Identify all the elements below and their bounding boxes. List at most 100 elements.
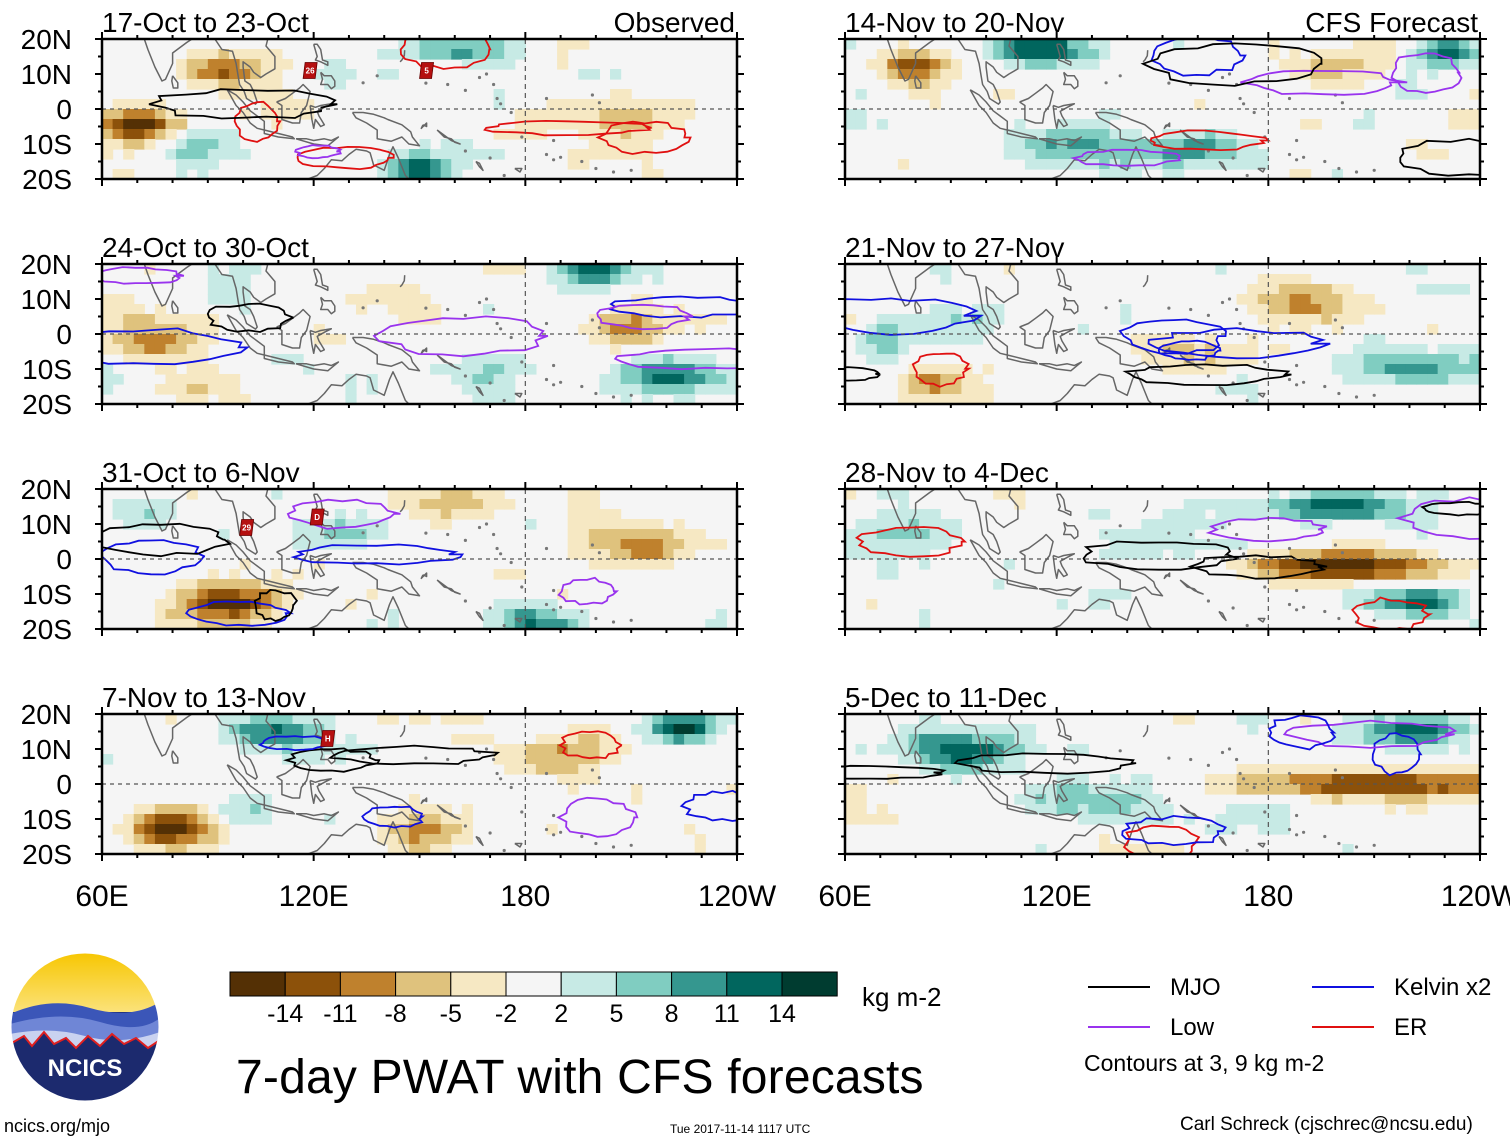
colorbar-box xyxy=(339,971,397,997)
y-tick-label: 10N xyxy=(21,284,72,315)
colorbar-units: kg m-2 xyxy=(862,982,942,1012)
y-tick-label: 10N xyxy=(21,509,72,540)
legend-label-mjo: MJO xyxy=(1170,974,1221,1001)
map-panel: 5-Dec to 11-Dec 60E 120E 180 120W xyxy=(818,682,1510,913)
storm-marker: 29 xyxy=(239,519,255,536)
contour-overlays xyxy=(845,714,1458,854)
x-tick-label: 180 xyxy=(1243,880,1293,913)
colorbar-box xyxy=(505,971,562,997)
svg-text:5: 5 xyxy=(424,67,429,76)
y-tick-label: 10S xyxy=(22,354,72,385)
x-tick-label: 120E xyxy=(1022,880,1092,913)
legend-swatch-er xyxy=(1312,1025,1374,1028)
pwat-field xyxy=(845,714,1480,854)
figure-title: 7-day PWAT with CFS forecasts xyxy=(236,1051,924,1104)
colorbar-level-label: -8 xyxy=(384,1000,406,1028)
y-tick-label: 20S xyxy=(22,389,72,420)
y-tick-label: 20S xyxy=(22,614,72,645)
y-tick-label: 20N xyxy=(21,249,72,280)
panel-period-title: 7-Nov to 13-Nov xyxy=(102,682,306,713)
colorbar-level-label: 2 xyxy=(554,1000,568,1028)
y-tick-label: 20N xyxy=(21,24,72,55)
author-credit: Carl Schreck (cjschrec@ncsu.edu) xyxy=(1180,1114,1473,1135)
legend-item-low: Low xyxy=(1088,1014,1214,1042)
colorbar-box xyxy=(560,971,617,997)
panel-period-title: 5-Dec to 11-Dec xyxy=(845,682,1047,713)
storm-marker: H xyxy=(320,730,336,747)
colorbar-box xyxy=(450,971,507,997)
x-tick-label: 120W xyxy=(698,880,777,913)
legend-swatch-kelvin xyxy=(1312,985,1374,988)
storm-marker: 5 xyxy=(419,62,435,79)
source-url[interactable]: ncics.org/mjo xyxy=(4,1116,111,1136)
colorbar-level-label: -5 xyxy=(440,1000,462,1028)
legend-label-low: Low xyxy=(1170,1014,1215,1041)
y-tick-label: 20N xyxy=(21,699,72,730)
y-tick-label: 0 xyxy=(56,94,72,125)
map-panel: 20N 10N 0 10S 20S 24-Oct to 30-Oct xyxy=(21,232,744,420)
y-tick-label: 10S xyxy=(22,579,72,610)
colorbar-box xyxy=(671,971,728,997)
coastlines xyxy=(886,39,1376,179)
y-tick-label: 0 xyxy=(56,769,72,800)
contour-overlays xyxy=(257,730,737,838)
colorbar-box xyxy=(229,971,286,997)
colorbar-level-label: -14 xyxy=(267,1000,303,1028)
forecast-header: CFS Forecast xyxy=(1305,7,1478,38)
colorbar-box xyxy=(284,971,341,997)
map-panel: 28-Nov to 4-Dec xyxy=(838,457,1487,636)
colorbar-box xyxy=(395,971,452,997)
y-tick-label: 10S xyxy=(22,129,72,160)
x-tick-label: 60E xyxy=(818,880,871,913)
colorbar-box xyxy=(615,971,673,997)
legend-swatch-mjo xyxy=(1088,985,1150,988)
x-tick-label: 120W xyxy=(1441,880,1510,913)
contour-legend: MJO Kelvin x2 Low ER Contours at 3, 9 kg… xyxy=(1084,968,1504,1088)
colorbar-level-label: 5 xyxy=(609,1000,623,1028)
map-panel: 14-Nov to 20-Nov CFS Forecast xyxy=(838,7,1487,186)
colorbar-level-label: 14 xyxy=(768,1000,796,1028)
storm-marker: 26 xyxy=(302,62,318,79)
colorbar-level-label: 11 xyxy=(714,1000,740,1028)
colorbar-box xyxy=(726,971,783,997)
contour-overlays xyxy=(102,266,737,371)
panel-period-title: 28-Nov to 4-Dec xyxy=(845,457,1049,488)
x-tick-label: 180 xyxy=(500,880,550,913)
svg-text:29: 29 xyxy=(242,524,251,533)
panel-period-title: 21-Nov to 27-Nov xyxy=(845,232,1064,263)
x-tick-label: 120E xyxy=(279,880,349,913)
coastlines xyxy=(143,489,633,629)
storm-marker: D xyxy=(309,508,325,526)
y-tick-label: 20N xyxy=(21,474,72,505)
contour-overlays xyxy=(845,297,1331,388)
panel-period-title: 14-Nov to 20-Nov xyxy=(845,7,1064,38)
map-panel: 29 D 20N 10N 0 10S 20S 31-Oct to 6-Nov xyxy=(21,457,744,645)
x-tick-label: 60E xyxy=(75,880,128,913)
coastlines xyxy=(143,264,633,404)
pwat-field xyxy=(102,714,737,854)
colorbar-level-label: -11 xyxy=(323,1000,357,1028)
colorbar-box xyxy=(781,971,838,997)
coastlines xyxy=(886,714,1376,854)
map-panel: 21-Nov to 27-Nov xyxy=(838,232,1487,411)
y-tick-label: 0 xyxy=(56,319,72,350)
pwat-field xyxy=(845,39,1480,179)
legend-item-er: ER xyxy=(1312,1014,1427,1042)
observed-header: Observed xyxy=(614,7,735,38)
y-tick-label: 10S xyxy=(22,804,72,835)
colorbar-level-label: -2 xyxy=(495,1000,517,1028)
y-tick-label: 10N xyxy=(21,734,72,765)
legend-label-er: ER xyxy=(1394,1014,1428,1041)
svg-text:26: 26 xyxy=(306,67,315,76)
legend-swatch-low xyxy=(1088,1025,1150,1028)
y-tick-label: 0 xyxy=(56,544,72,575)
y-tick-label: 10N xyxy=(21,59,72,90)
coastlines xyxy=(143,714,633,854)
map-panel: H 20N 10N 0 10S 20S 7-Nov to 13-Nov 60E 120E 180 1… xyxy=(21,682,777,913)
svg-text:H: H xyxy=(325,735,331,744)
timestamp: Tue 2017-11-14 1117 UTC xyxy=(670,1122,811,1136)
panel-period-title: 24-Oct to 30-Oct xyxy=(102,232,309,263)
panel-period-title: 31-Oct to 6-Nov xyxy=(102,457,300,488)
colorbar-level-label: 8 xyxy=(665,1000,679,1028)
